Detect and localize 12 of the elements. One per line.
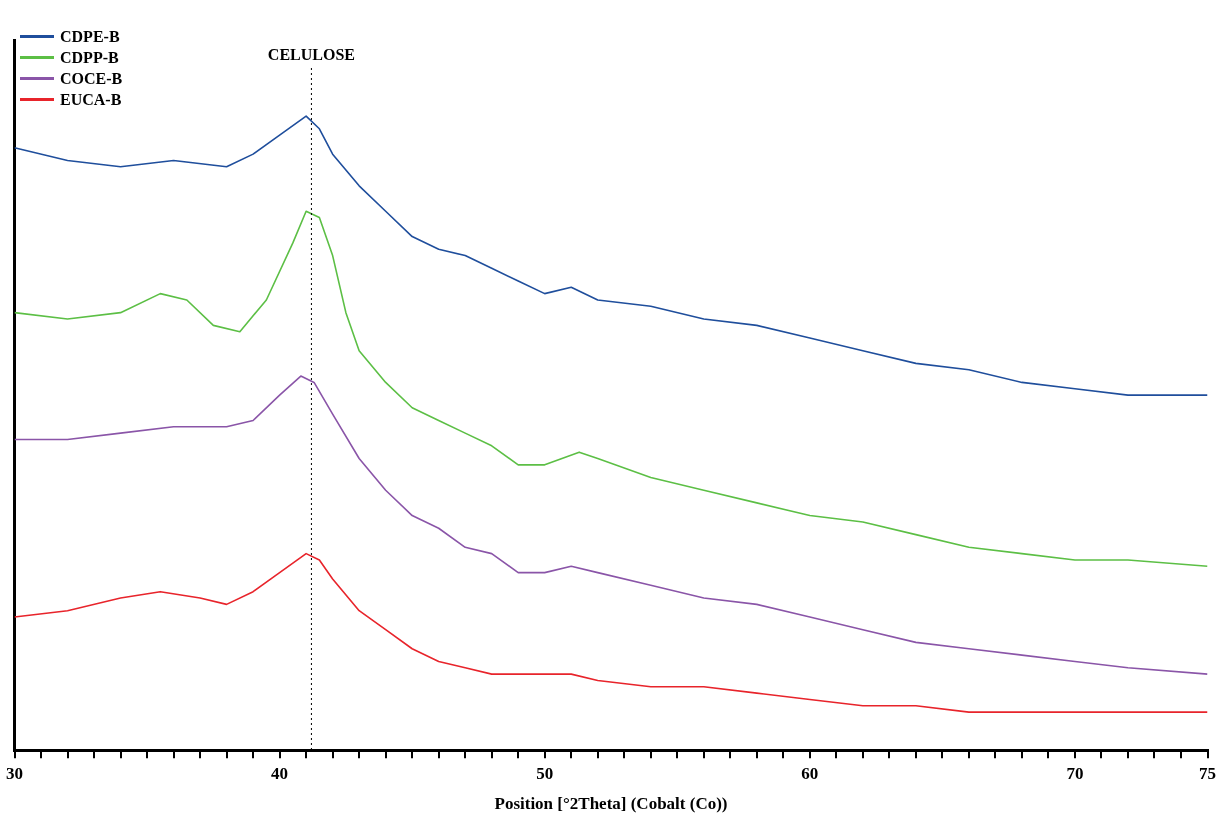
x-tick-label: 75 (1199, 763, 1216, 783)
x-tick-label: 40 (271, 763, 289, 783)
legend-label: EUCA-B (60, 90, 122, 110)
x-tick-label: 70 (1066, 763, 1084, 783)
legend-label: CDPP-B (60, 48, 119, 68)
x-tick-label: 30 (6, 763, 23, 783)
ref-line-label: CELULOSE (267, 46, 355, 64)
legend-label: CDPE-B (60, 27, 120, 47)
legend-label: COCE-B (60, 69, 123, 89)
x-tick-label: 60 (801, 763, 819, 783)
x-axis-title: Position [°2Theta] (Cobalt (Co)) (494, 794, 728, 814)
x-tick-label: 50 (536, 763, 554, 783)
